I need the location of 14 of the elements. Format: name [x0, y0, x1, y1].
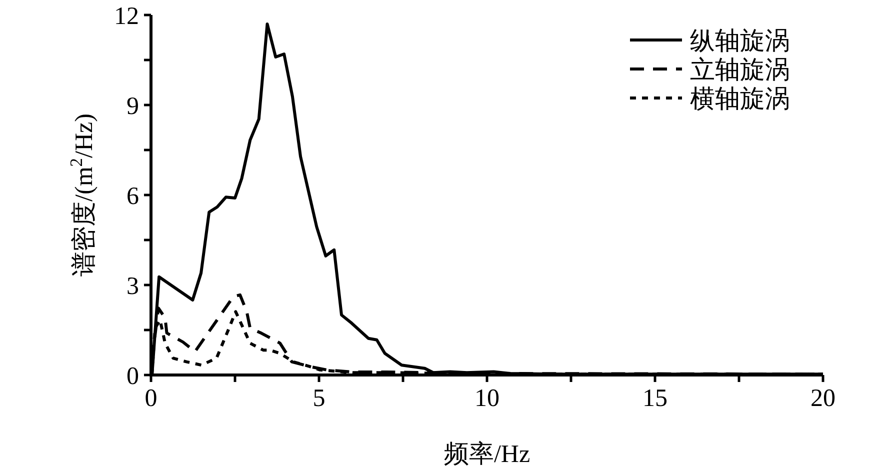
y-tick-label: 3 — [126, 273, 139, 300]
x-axis-title: 频率/Hz — [444, 440, 530, 468]
y-tick-label: 0 — [126, 363, 139, 390]
legend-label: 纵轴旋涡 — [690, 28, 790, 55]
y-tick-label: 9 — [126, 93, 139, 120]
legend-label: 立轴旋涡 — [690, 56, 790, 84]
y-tick-label: 12 — [114, 3, 139, 30]
x-tick-label: 20 — [810, 385, 836, 412]
y-tick-label: 6 — [126, 183, 139, 210]
x-tick-label: 5 — [312, 385, 326, 412]
x-tick-label: 15 — [642, 385, 668, 412]
x-tick-label: 10 — [474, 385, 500, 412]
x-tick-label: 0 — [144, 385, 158, 412]
legend-label: 横轴旋涡 — [690, 86, 790, 113]
